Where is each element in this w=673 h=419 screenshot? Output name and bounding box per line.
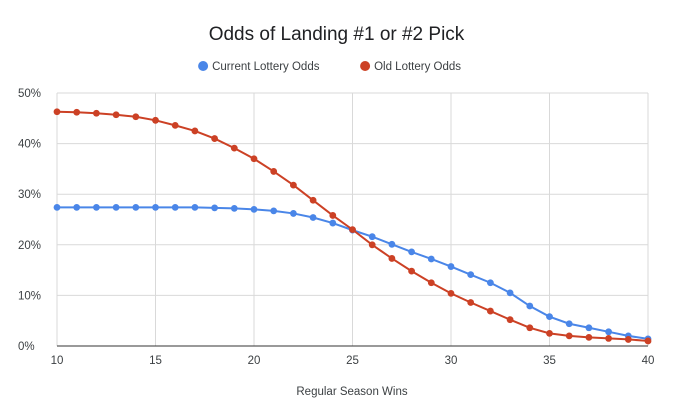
data-point: [250, 205, 258, 213]
data-point: [329, 212, 337, 219]
y-tick-label: 20%: [18, 240, 41, 252]
data-point: [388, 255, 396, 262]
x-axis-ticks: 10 15 20 25 30 35 40: [51, 355, 655, 367]
data-point: [565, 320, 573, 328]
data-point: [230, 144, 238, 152]
data-point: [447, 263, 455, 270]
data-point: [349, 226, 356, 234]
data-point: [171, 121, 179, 129]
data-point: [408, 248, 415, 256]
data-point: [487, 279, 494, 287]
data-point: [191, 203, 199, 211]
data-point: [368, 241, 376, 249]
legend-marker: [198, 61, 209, 71]
chart-title: Odds of Landing #1 or #2 Pick: [209, 24, 465, 45]
y-tick-label: 40%: [18, 139, 41, 151]
y-tick-label: 0%: [18, 341, 35, 353]
x-tick-label: 35: [543, 355, 556, 367]
data-point: [73, 108, 81, 116]
data-point: [93, 203, 100, 211]
data-point: [93, 109, 100, 117]
data-point: [112, 203, 120, 211]
y-tick-label: 50%: [18, 88, 41, 100]
data-point: [526, 324, 534, 332]
data-point: [309, 196, 317, 204]
data-point: [132, 113, 140, 121]
data-point: [270, 207, 278, 215]
x-tick-label: 40: [642, 355, 655, 367]
data-point: [211, 204, 219, 212]
y-tick-label: 30%: [18, 189, 41, 201]
data-point: [487, 307, 494, 315]
data-point: [368, 233, 376, 241]
data-point: [290, 210, 297, 217]
data-point: [329, 219, 337, 227]
data-point: [427, 279, 435, 287]
x-tick-label: 20: [248, 355, 261, 367]
data-point: [526, 302, 534, 310]
data-point: [388, 240, 396, 248]
data-point: [467, 299, 475, 306]
data-point: [408, 267, 415, 275]
data-point: [427, 255, 435, 263]
data-point: [171, 203, 179, 211]
y-tick-label: 10%: [18, 290, 41, 302]
legend-label: Old Lottery Odds: [374, 61, 461, 73]
data-point: [546, 329, 553, 337]
data-point: [605, 335, 612, 342]
data-point: [290, 181, 297, 189]
data-point: [250, 155, 258, 163]
y-axis-ticks: 0% 10% 20% 30% 40% 50%: [18, 88, 41, 353]
data-point: [53, 203, 61, 211]
data-point: [644, 337, 652, 345]
data-point: [211, 135, 219, 142]
data-point: [191, 127, 199, 135]
data-point: [132, 203, 140, 211]
series-group: [53, 108, 652, 345]
data-point: [546, 313, 553, 321]
data-point: [467, 271, 475, 279]
x-tick-label: 15: [149, 355, 162, 367]
data-point: [309, 214, 317, 221]
data-point: [230, 204, 238, 212]
data-point: [624, 336, 632, 343]
x-tick-label: 10: [51, 355, 64, 367]
data-point: [112, 111, 120, 119]
data-point: [506, 316, 514, 324]
legend-marker: [360, 61, 371, 71]
x-axis-label: Regular Season Wins: [296, 386, 407, 398]
x-tick-label: 30: [445, 355, 458, 367]
data-point: [565, 332, 573, 340]
data-point: [506, 289, 514, 297]
data-point: [152, 203, 159, 211]
x-tick-label: 25: [346, 355, 359, 367]
data-point: [447, 289, 455, 297]
data-point: [73, 203, 81, 211]
chart-legend: Current Lottery Odds Old Lottery Odds: [198, 61, 461, 73]
legend-label: Current Lottery Odds: [212, 61, 320, 73]
data-point: [585, 324, 593, 332]
gridlines: [56, 92, 649, 346]
data-point: [152, 116, 159, 124]
data-point: [270, 168, 278, 175]
data-point: [605, 328, 612, 336]
data-point: [585, 333, 593, 341]
data-point: [53, 108, 61, 116]
